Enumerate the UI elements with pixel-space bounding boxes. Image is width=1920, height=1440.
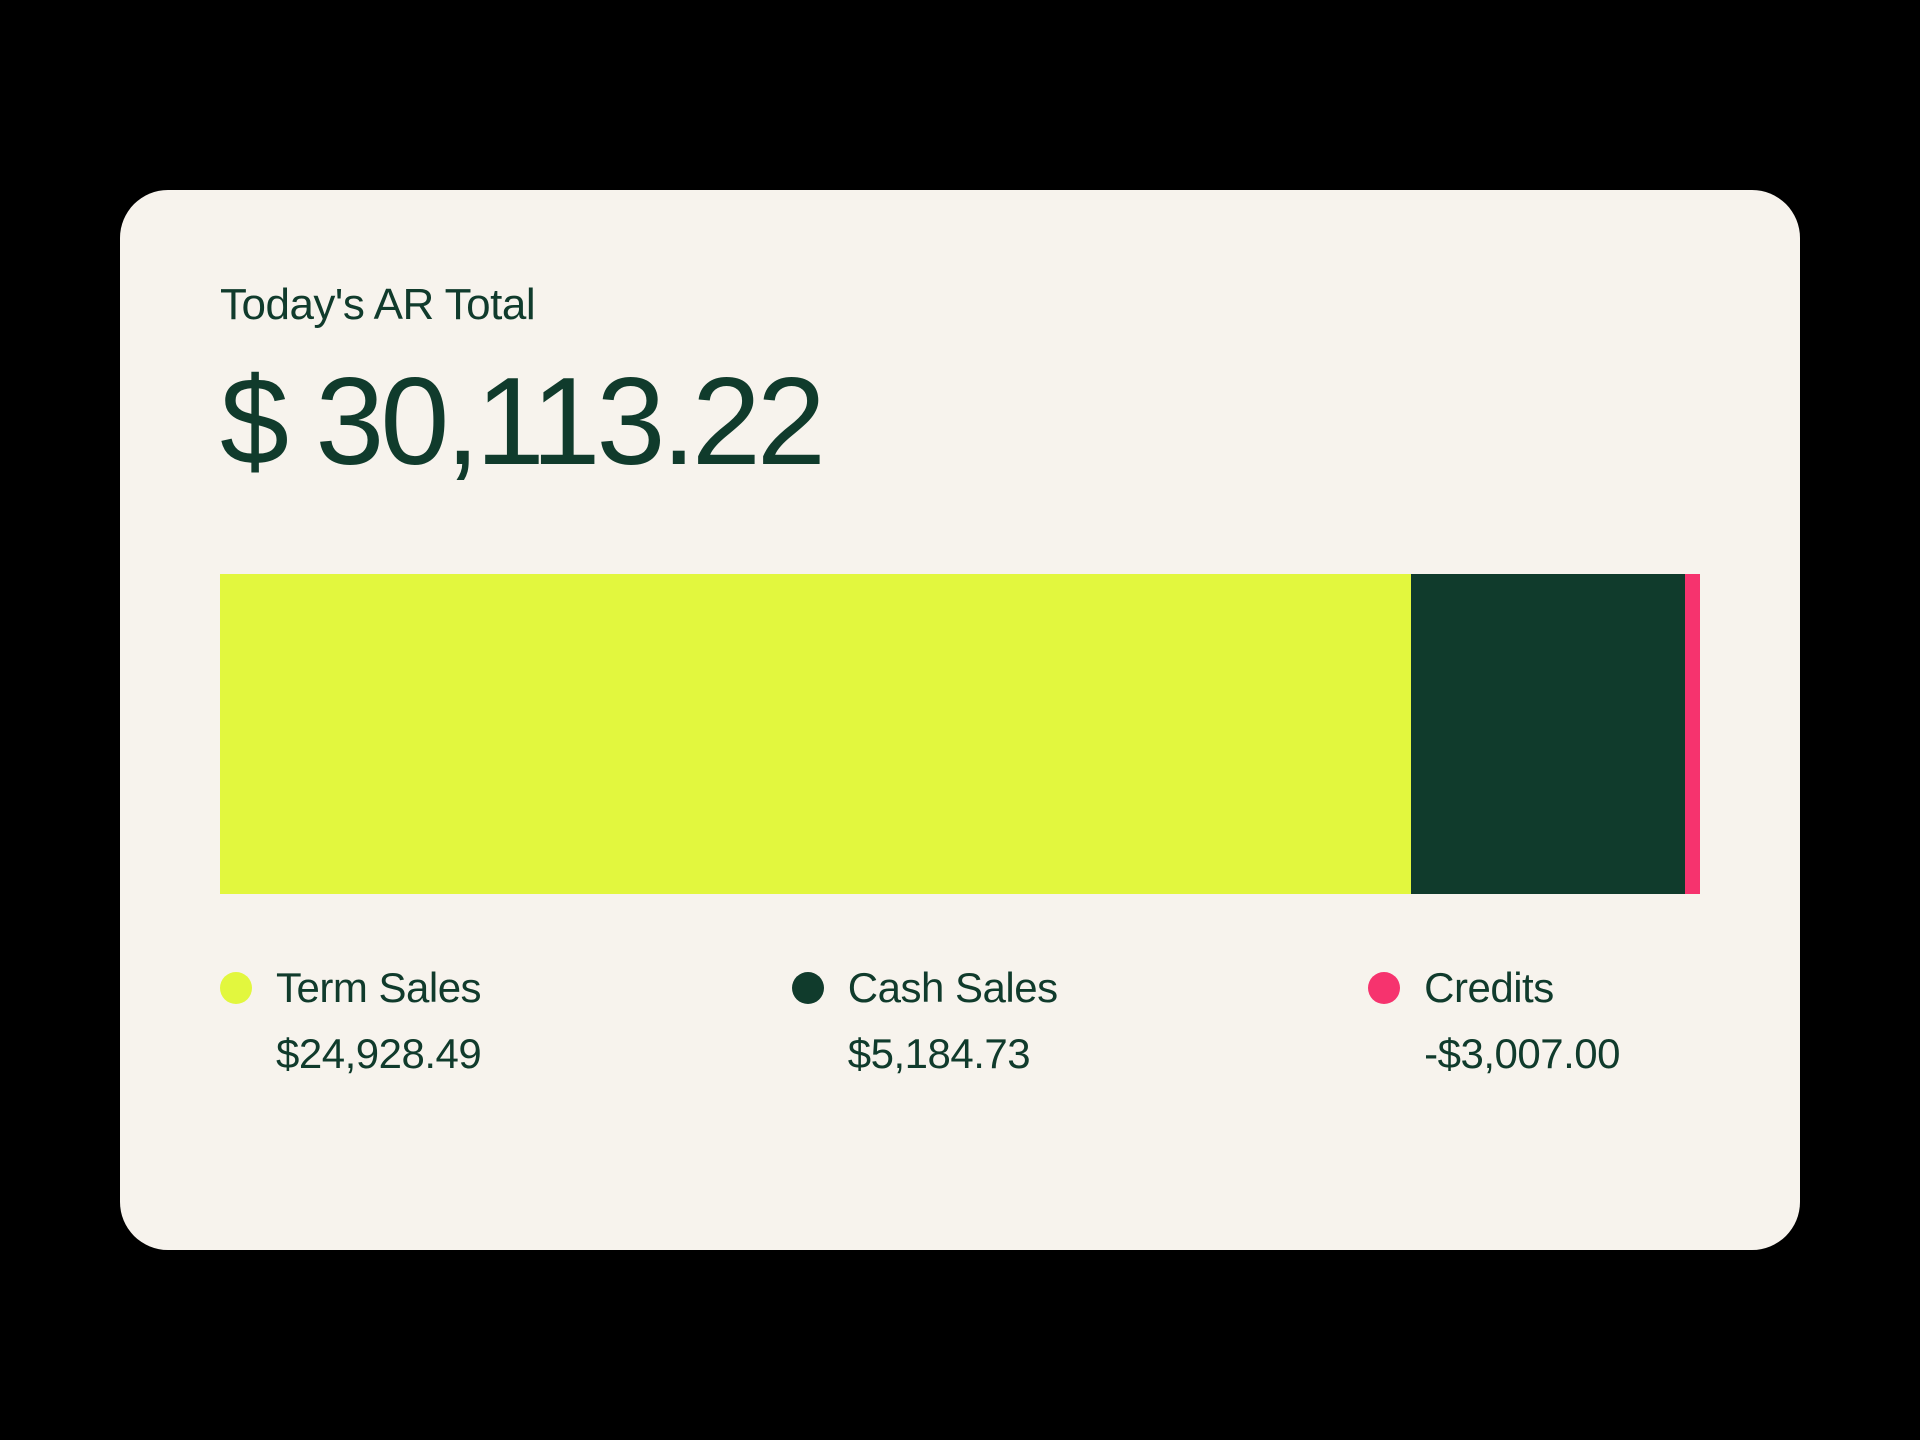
legend-dot-credits	[1368, 972, 1400, 1004]
legend-value: $24,928.49	[220, 1030, 481, 1078]
card-title: Today's AR Total	[220, 280, 1700, 330]
legend-dot-cash-sales	[792, 972, 824, 1004]
legend-item-cash-sales: Cash Sales $5,184.73	[792, 964, 1058, 1078]
ar-total-card: Today's AR Total $ 30,113.22 Term Sales …	[120, 190, 1800, 1250]
legend-top: Cash Sales	[792, 964, 1058, 1012]
legend-label: Cash Sales	[848, 964, 1058, 1012]
chart-legend: Term Sales $24,928.49 Cash Sales $5,184.…	[220, 964, 1700, 1078]
ar-total-value: $ 30,113.22	[220, 360, 1700, 484]
legend-value: $5,184.73	[792, 1030, 1058, 1078]
legend-label: Term Sales	[276, 964, 481, 1012]
legend-dot-term-sales	[220, 972, 252, 1004]
legend-top: Credits	[1368, 964, 1620, 1012]
legend-item-credits: Credits -$3,007.00	[1368, 964, 1620, 1078]
bar-segment-term-sales	[220, 574, 1411, 894]
bar-segment-cash-sales	[1411, 574, 1685, 894]
legend-item-term-sales: Term Sales $24,928.49	[220, 964, 481, 1078]
legend-value: -$3,007.00	[1368, 1030, 1620, 1078]
legend-label: Credits	[1424, 964, 1554, 1012]
stacked-bar-chart	[220, 574, 1700, 894]
legend-top: Term Sales	[220, 964, 481, 1012]
bar-segment-credits	[1685, 574, 1700, 894]
